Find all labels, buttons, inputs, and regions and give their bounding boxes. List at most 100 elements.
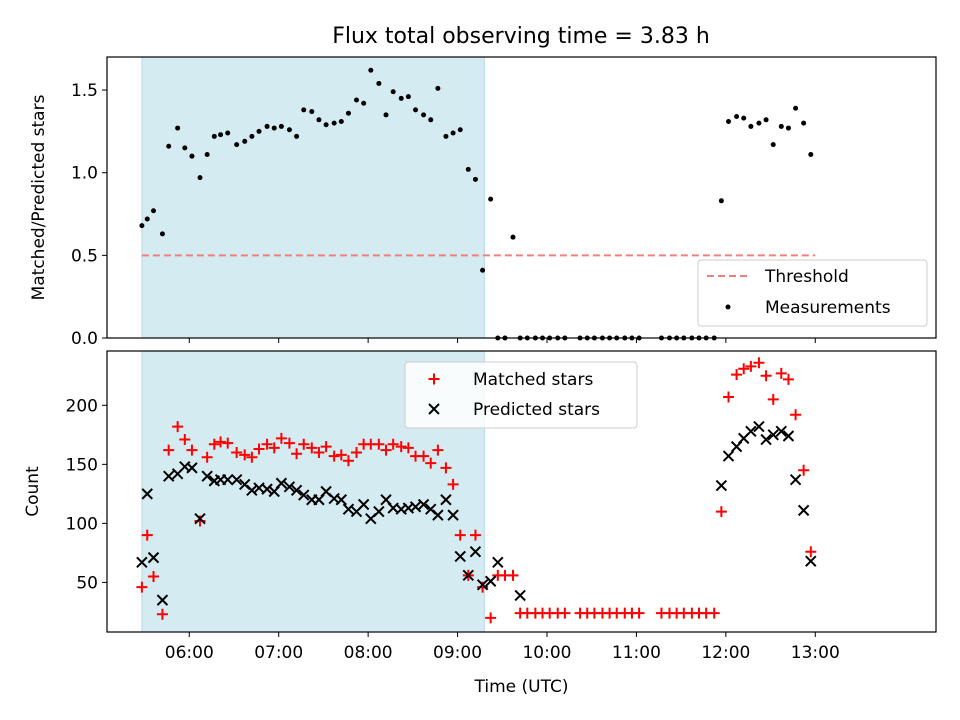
data-point <box>320 441 332 453</box>
y-tick-label: 200 <box>66 396 98 416</box>
data-point <box>225 130 231 136</box>
data-point <box>246 451 258 463</box>
data-point <box>778 123 784 129</box>
data-point <box>163 444 175 456</box>
legend-measurements-swatch <box>725 304 731 310</box>
data-point <box>194 512 206 525</box>
data-point <box>141 488 153 500</box>
data-point <box>256 128 262 134</box>
data-point <box>291 448 303 460</box>
data-point <box>148 571 160 583</box>
data-point <box>211 133 217 139</box>
x-tick-label: 12:00 <box>701 643 750 663</box>
data-point <box>767 429 779 441</box>
data-point <box>179 434 191 446</box>
count-panel: 50 100 150 200 06:00 07:00 08:00 09:00 10:00 11:… <box>23 350 937 697</box>
data-point <box>462 569 474 582</box>
data-point <box>286 127 292 133</box>
data-point <box>136 581 148 593</box>
x-tick-label: 13:00 <box>791 643 840 663</box>
legend-marker <box>428 373 440 385</box>
data-point <box>514 589 526 602</box>
data-point <box>338 118 344 124</box>
data-point <box>357 498 370 511</box>
data-point <box>373 438 385 450</box>
data-point <box>231 447 243 459</box>
data-point <box>335 494 348 506</box>
data-point <box>175 125 181 131</box>
data-point <box>472 176 478 182</box>
data-point <box>283 437 295 449</box>
data-point <box>222 437 234 449</box>
data-point <box>222 473 234 486</box>
data-point <box>418 450 430 462</box>
legend-matched-swatch <box>428 373 440 385</box>
data-point <box>633 607 645 619</box>
count-y-axis-label: Count <box>23 466 43 517</box>
data-point <box>186 444 198 456</box>
data-point <box>775 367 787 379</box>
data-point <box>507 569 519 581</box>
data-point <box>201 451 213 463</box>
data-point <box>144 216 150 222</box>
data-point <box>197 175 203 181</box>
data-point <box>734 114 740 120</box>
data-point <box>361 100 367 106</box>
data-point <box>763 117 769 123</box>
y-tick-label: 1.5 <box>71 81 98 101</box>
data-point <box>189 153 195 159</box>
data-point <box>268 442 280 454</box>
data-point <box>789 473 802 486</box>
data-point <box>510 234 516 240</box>
data-point <box>331 120 337 126</box>
y-tick-label: 100 <box>66 514 98 534</box>
data-point <box>760 433 772 446</box>
data-point <box>723 391 735 403</box>
data-point <box>405 94 411 100</box>
data-point <box>432 444 444 456</box>
data-point <box>718 198 724 204</box>
data-point <box>413 107 419 113</box>
data-point <box>290 484 303 497</box>
data-point <box>342 455 354 467</box>
data-point <box>294 133 300 139</box>
data-point <box>242 138 248 144</box>
data-point <box>313 447 325 459</box>
data-point <box>234 142 240 148</box>
count-legend: Matched stars Predicted stars <box>404 361 638 429</box>
data-point <box>182 145 188 151</box>
data-point <box>373 505 385 518</box>
data-point <box>785 125 791 131</box>
y-tick-label: 1.0 <box>71 164 98 184</box>
data-point <box>275 432 287 444</box>
data-point <box>793 105 799 111</box>
data-point <box>264 123 270 129</box>
data-point <box>204 152 210 158</box>
observing-window-band <box>141 56 485 339</box>
ratio-y-axis-label: Matched/Predicted stars <box>29 94 49 300</box>
data-point <box>738 363 750 375</box>
data-point <box>253 443 265 455</box>
data-point <box>345 110 351 116</box>
data-point <box>432 509 444 521</box>
data-point <box>447 509 459 521</box>
data-point <box>380 444 392 456</box>
data-point <box>457 127 463 133</box>
data-point <box>301 107 307 113</box>
data-point <box>159 231 165 237</box>
data-point <box>335 449 347 461</box>
data-point <box>447 478 459 490</box>
legend-predicted-label: Predicted stars <box>473 400 600 420</box>
data-point <box>559 607 571 619</box>
data-point <box>398 95 404 101</box>
data-point <box>425 457 437 469</box>
legend-matched-label: Matched stars <box>473 370 593 390</box>
data-point <box>306 442 318 454</box>
x-tick-label: 11:00 <box>612 643 661 663</box>
data-point <box>402 442 414 454</box>
ratio-legend: Threshold Measurements <box>697 259 928 327</box>
data-point <box>141 529 153 541</box>
data-point <box>454 550 466 563</box>
data-point <box>316 117 322 123</box>
data-point <box>484 575 497 587</box>
